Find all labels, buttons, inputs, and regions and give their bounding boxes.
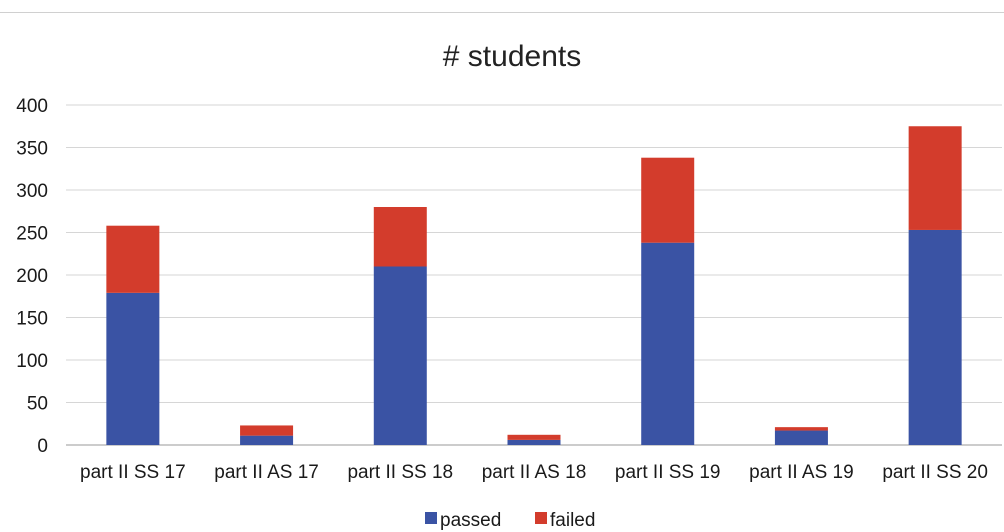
y-tick-label: 350 xyxy=(16,139,48,160)
y-axis: 0 50 100 150 200 250 300 350 400 xyxy=(16,96,48,457)
gridlines xyxy=(66,104,1002,446)
y-tick-label: 150 xyxy=(16,309,48,330)
x-tick-label: part II AS 18 xyxy=(482,462,587,483)
bar-passed xyxy=(240,435,294,445)
bar-failed xyxy=(774,427,828,431)
y-tick-label: 250 xyxy=(16,224,48,245)
y-tick-label: 400 xyxy=(16,96,48,117)
legend-swatch-failed xyxy=(535,512,547,524)
x-tick-label: part II AS 17 xyxy=(214,462,319,483)
legend-label-failed: failed xyxy=(550,510,595,531)
x-tick-label: part II SS 18 xyxy=(347,462,453,483)
top-divider xyxy=(0,12,1004,13)
bar-passed xyxy=(641,242,695,445)
bar-failed xyxy=(106,225,160,293)
legend-swatch-passed xyxy=(425,512,437,524)
bar-failed xyxy=(641,157,695,243)
y-tick-label: 200 xyxy=(16,266,48,287)
y-tick-label: 0 xyxy=(37,436,48,457)
bar-failed xyxy=(908,126,962,230)
bar-failed xyxy=(373,207,427,267)
x-tick-label: part II SS 17 xyxy=(80,462,186,483)
x-tick-label: part II SS 19 xyxy=(615,462,721,483)
y-tick-label: 300 xyxy=(16,181,48,202)
bar-failed xyxy=(240,425,294,436)
bars xyxy=(106,126,962,445)
bar-passed xyxy=(106,292,160,445)
bar-passed xyxy=(774,430,828,445)
legend: passed failed xyxy=(425,510,595,531)
chart-title: # students xyxy=(443,40,581,73)
legend-label-passed: passed xyxy=(440,510,501,531)
x-tick-label: part II SS 20 xyxy=(882,462,988,483)
bar-failed xyxy=(507,434,561,440)
bar-passed xyxy=(507,439,561,445)
y-tick-label: 50 xyxy=(27,394,48,415)
bar-passed xyxy=(908,229,962,445)
y-tick-label: 100 xyxy=(16,351,48,372)
x-tick-label: part II AS 19 xyxy=(749,462,854,483)
bar-passed xyxy=(373,266,427,445)
x-axis: part II SS 17 part II AS 17 part II SS 18 p… xyxy=(80,462,988,483)
